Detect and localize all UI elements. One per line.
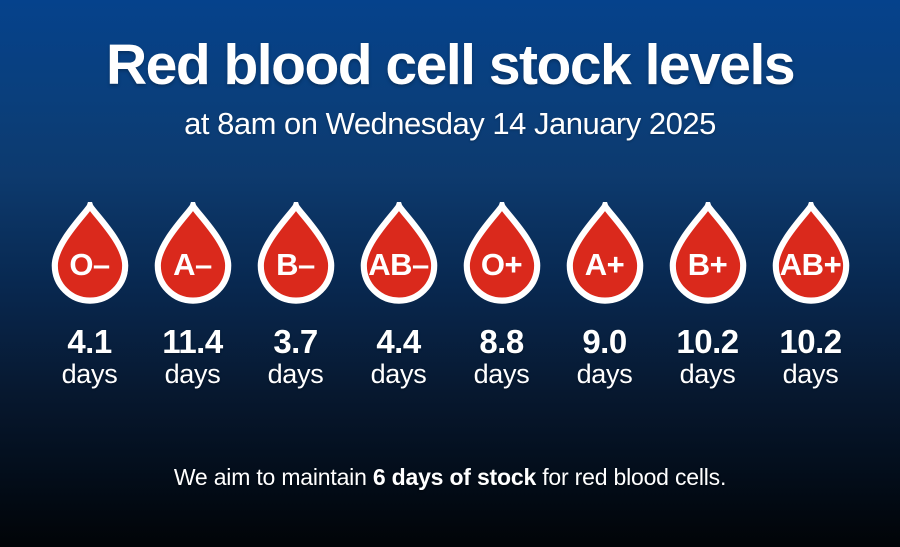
blood-type-label: O– [69,247,110,283]
stock-days-unit: days [473,359,530,390]
note-text-after: for red blood cells. [536,464,727,490]
stock-target-note: We aim to maintain 6 days of stock for r… [0,464,900,491]
header: Red blood cell stock levels at 8am on We… [0,0,900,142]
blood-drop-icon: B+ [664,201,752,306]
drop-shape [669,201,746,304]
stock-days-unit: days [782,359,839,390]
stock-days-value: 4.4 [376,322,421,360]
blood-drop-icon: AB– [355,201,443,306]
blood-type-label: B+ [687,247,728,283]
stock-days-value: 11.4 [162,322,223,360]
note-text-bold: 6 days of stock [372,464,537,490]
blood-type-column-o-neg: O– 4.1 days [38,201,141,391]
blood-type-column-b-neg: B– 3.7 days [244,201,347,391]
blood-type-label: A+ [584,247,625,283]
stock-days-unit: days [164,359,221,390]
blood-type-label: A– [173,247,212,283]
stock-days-unit: days [679,359,736,390]
drop-shape [51,201,128,304]
blood-type-label: AB– [368,247,429,283]
blood-drop-icon: AB+ [767,201,855,306]
page-subtitle: at 8am on Wednesday 14 January 2025 [184,105,716,141]
stock-days-value: 10.2 [779,322,842,360]
note-text-before: We aim to maintain [173,464,373,490]
stock-days-unit: days [61,359,118,390]
blood-drop-icon: O+ [458,201,546,306]
blood-stock-row: O– 4.1 days A– 11.4 days B– 3.7 d [38,201,862,391]
drop-shape [360,201,437,304]
stock-days-value: 8.8 [479,322,524,360]
blood-drop-icon: O– [46,201,134,306]
blood-drop-icon: A– [149,201,237,306]
blood-drop-icon: B– [252,201,340,306]
page-title: Red blood cell stock levels [105,33,796,97]
blood-type-column-b-pos: B+ 10.2 days [656,201,759,391]
blood-type-column-o-pos: O+ 8.8 days [450,201,553,391]
blood-type-column-ab-neg: AB– 4.4 days [347,201,450,391]
blood-type-column-ab-pos: AB+ 10.2 days [759,201,862,391]
stock-days-unit: days [267,359,324,390]
drop-shape [772,201,849,304]
blood-type-label: O+ [480,247,523,283]
drop-shape [257,201,334,304]
drop-shape [463,201,540,304]
stock-days-value: 3.7 [273,322,318,360]
blood-type-label: B– [276,247,315,283]
stock-days-unit: days [576,359,633,390]
stock-days-value: 9.0 [582,322,627,360]
stock-days-value: 4.1 [67,322,112,360]
blood-type-column-a-pos: A+ 9.0 days [553,201,656,391]
drop-shape [154,201,231,304]
blood-drop-icon: A+ [561,201,649,306]
stock-days-unit: days [370,359,427,390]
stock-days-value: 10.2 [676,322,739,360]
blood-type-label: AB+ [779,247,842,283]
blood-type-column-a-neg: A– 11.4 days [141,201,244,391]
drop-shape [566,201,643,304]
